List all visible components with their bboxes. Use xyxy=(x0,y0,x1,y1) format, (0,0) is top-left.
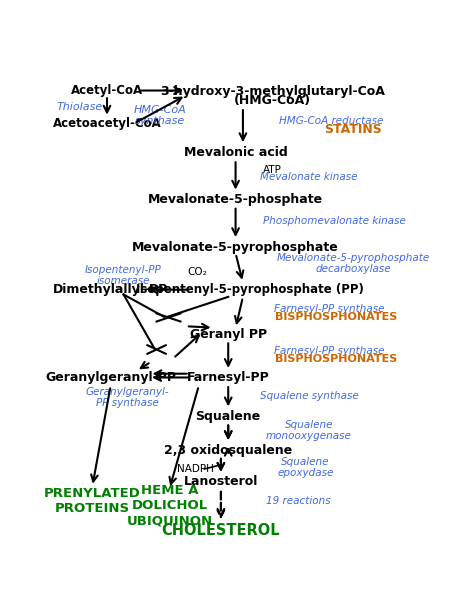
Text: HEME A
DOLICHOL
UBIQUINON: HEME A DOLICHOL UBIQUINON xyxy=(127,484,212,527)
Text: Farnesyl-PP synthase: Farnesyl-PP synthase xyxy=(274,304,384,314)
Text: STATINS: STATINS xyxy=(324,123,382,136)
Text: Lanosterol: Lanosterol xyxy=(184,476,258,488)
Text: Squalene synthase: Squalene synthase xyxy=(260,391,358,400)
Text: BISPHOSPHONATES: BISPHOSPHONATES xyxy=(275,312,398,322)
Text: Dimethylallyl-PP: Dimethylallyl-PP xyxy=(53,283,168,296)
Text: HMG-CoA reductase: HMG-CoA reductase xyxy=(279,116,383,126)
Text: 2,3 oxidosqualene: 2,3 oxidosqualene xyxy=(164,444,292,456)
Text: Isopentenyl-PP
isomerase: Isopentenyl-PP isomerase xyxy=(85,265,162,286)
Text: BISPHOSPHONATES: BISPHOSPHONATES xyxy=(275,354,398,365)
Text: 3-hydroxy-3-methylglutaryl-CoA: 3-hydroxy-3-methylglutaryl-CoA xyxy=(160,86,385,99)
Text: Mevalonate-5-phosphate: Mevalonate-5-phosphate xyxy=(148,193,323,206)
Text: Acetoacetyl-CoA: Acetoacetyl-CoA xyxy=(53,117,161,130)
Text: Mevalonate kinase: Mevalonate kinase xyxy=(260,172,358,182)
Text: Mevalonic acid: Mevalonic acid xyxy=(184,145,287,159)
Text: Geranylgeranyl-
PP synthase: Geranylgeranyl- PP synthase xyxy=(85,387,169,408)
Text: Phosphomevalonate kinase: Phosphomevalonate kinase xyxy=(264,216,406,226)
Text: Squalene
monooxygenase: Squalene monooxygenase xyxy=(266,420,352,442)
Text: (HMG-CoA): (HMG-CoA) xyxy=(234,94,311,107)
Text: ATP: ATP xyxy=(263,164,282,175)
Text: Isopentenyl-5-pyrophosphate (PP): Isopentenyl-5-pyrophosphate (PP) xyxy=(137,283,364,296)
Text: Squalene
epoxydase: Squalene epoxydase xyxy=(277,457,334,479)
Text: Mevalonate-5-pyrophosphate
decarboxylase: Mevalonate-5-pyrophosphate decarboxylase xyxy=(276,253,430,275)
Text: Farnesyl-PP synthase: Farnesyl-PP synthase xyxy=(274,346,384,357)
Text: 19 reactions: 19 reactions xyxy=(266,496,330,506)
Text: Thiolase: Thiolase xyxy=(56,102,102,112)
Text: Geranyl PP: Geranyl PP xyxy=(190,328,267,341)
Text: PRENYLATED
PROTEINS: PRENYLATED PROTEINS xyxy=(44,487,141,515)
Text: Geranylgeranyl-PP: Geranylgeranyl-PP xyxy=(45,371,176,384)
Text: Mevalonate-5-pyrophosphate: Mevalonate-5-pyrophosphate xyxy=(132,240,339,254)
Text: HMG-CoA
synthase: HMG-CoA synthase xyxy=(134,105,187,126)
Text: CHOLESTEROL: CHOLESTEROL xyxy=(162,523,280,538)
Text: Acetyl-CoA: Acetyl-CoA xyxy=(71,84,143,97)
Text: NADPH: NADPH xyxy=(177,464,214,474)
Text: Farnesyl-PP: Farnesyl-PP xyxy=(187,371,270,384)
Text: CO₂: CO₂ xyxy=(187,267,207,277)
Text: Squalene: Squalene xyxy=(196,410,261,423)
